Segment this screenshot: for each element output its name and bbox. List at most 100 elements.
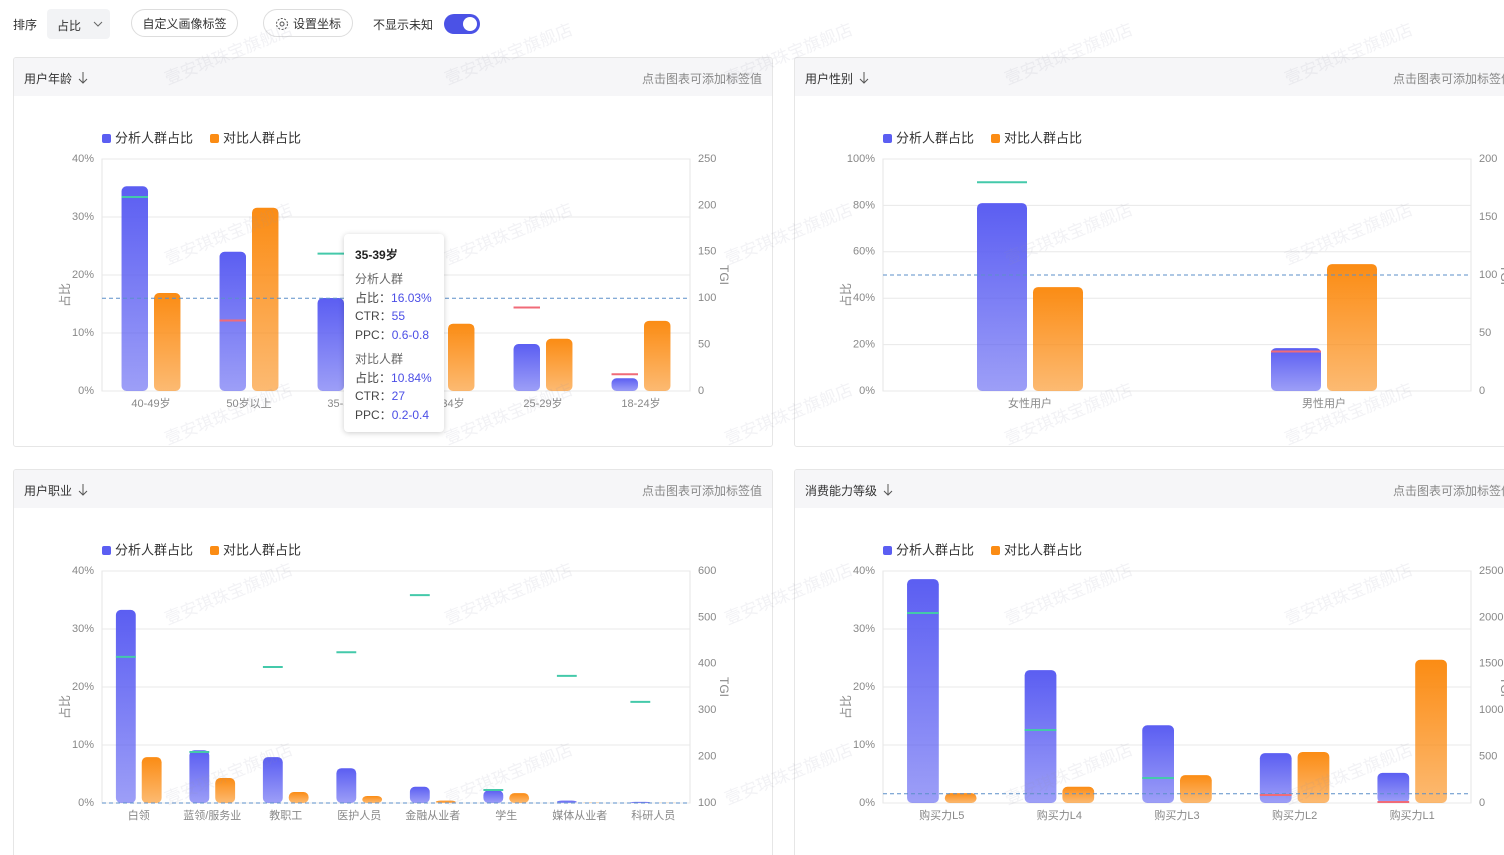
- legend-swatch: [991, 134, 1000, 143]
- legend-swatch: [210, 134, 219, 143]
- panel-title: 用户职业: [24, 484, 73, 498]
- tooltip-value: 0.2-0.4: [391, 407, 430, 422]
- y2-tick-label: 50: [1479, 327, 1491, 339]
- bar: [1415, 659, 1447, 803]
- y2-tick-label: 150: [698, 246, 716, 258]
- bar: [509, 793, 530, 803]
- y2-tick-label: 100: [698, 292, 716, 304]
- x-tick-label: 科研人员: [631, 808, 675, 822]
- bar: [409, 786, 430, 803]
- gear-icon: [276, 18, 288, 30]
- sort-select[interactable]: 占比: [47, 9, 110, 39]
- bar: [317, 298, 344, 391]
- bar: [1297, 751, 1330, 803]
- y2-tick-label: 2500: [1479, 565, 1503, 577]
- x-tick-label: 金融从业者: [405, 808, 460, 822]
- sort-arrow[interactable]: [78, 484, 88, 496]
- tooltip-row: PPC：0.2-0.4: [355, 406, 444, 425]
- bar: [611, 378, 638, 391]
- bar: [448, 323, 475, 391]
- y-tick-label: 0%: [78, 385, 94, 397]
- y-tick-label: 10%: [72, 327, 94, 339]
- bar: [1259, 753, 1292, 803]
- x-tick-label: 媒体从业者: [552, 808, 607, 822]
- y2-tick-label: 500: [698, 611, 716, 623]
- bar: [435, 800, 456, 803]
- tooltip-key: CTR：: [355, 389, 392, 403]
- bar: [1327, 264, 1377, 391]
- tooltip-value: 27: [391, 389, 406, 403]
- tooltip-key: PPC：: [355, 407, 392, 422]
- bar: [154, 292, 181, 391]
- y2-tick-label: 100: [1479, 269, 1497, 281]
- y2-tick-label: 1000: [1479, 704, 1503, 716]
- legend-swatch: [210, 546, 219, 555]
- axis-button-label: 设置坐标: [292, 17, 341, 31]
- y2-axis-label: TGI: [717, 265, 731, 285]
- panel-title: 用户年龄: [24, 72, 73, 86]
- y-axis-label: 占比: [57, 695, 72, 719]
- panel-hint[interactable]: 点击图表可添加标签值: [641, 72, 762, 86]
- y2-tick-label: 0: [1479, 385, 1485, 397]
- tooltip-row: CTR：55: [355, 307, 444, 326]
- legend-label: 分析人群占比: [115, 542, 193, 557]
- y-tick-label: 60%: [853, 246, 875, 258]
- y2-tick-label: 200: [1479, 153, 1497, 165]
- bar: [644, 320, 671, 391]
- bar: [907, 579, 939, 803]
- x-tick-label: 购买力L3: [1154, 808, 1199, 822]
- tooltip-value: 0.6-0.8: [391, 327, 430, 342]
- sort-arrow[interactable]: [883, 484, 893, 496]
- y-axis-label: 占比: [838, 695, 853, 719]
- legend-label: 对比人群占比: [223, 130, 301, 145]
- bar: [630, 801, 651, 803]
- panel-title: 用户性别: [805, 72, 854, 86]
- y2-tick-label: 200: [698, 199, 716, 211]
- x-tick-label: 女性用户: [1008, 396, 1052, 410]
- tooltip-row: CTR：27: [355, 387, 444, 406]
- toggle[interactable]: [444, 14, 480, 34]
- tooltip-value: 16.03%: [391, 290, 432, 305]
- bar: [189, 750, 210, 803]
- y-tick-label: 40%: [853, 292, 875, 304]
- legend-label: 分析人群占比: [896, 130, 974, 145]
- y-tick-label: 30%: [72, 211, 94, 223]
- legend-label: 分析人群占比: [115, 130, 193, 145]
- y2-tick-label: 50: [698, 339, 710, 351]
- tooltip: 35-39岁 分析人群 占比：16.03% CTR：55 PPC：0.6-0.8 对比人群…: [344, 234, 444, 432]
- bar: [288, 791, 309, 803]
- y2-tick-label: 100: [698, 797, 716, 809]
- toggle-label: 不显示未知: [373, 18, 434, 32]
- x-tick-label: 购买力L4: [1037, 808, 1082, 822]
- tooltip-key: CTR：: [355, 309, 392, 323]
- y-axis-label: 占比: [57, 283, 72, 307]
- sort-arrow[interactable]: [859, 72, 869, 84]
- bar: [1180, 775, 1212, 803]
- y-tick-label: 20%: [853, 681, 875, 693]
- x-tick-label: 40-49岁: [131, 396, 170, 410]
- x-tick-label: 50岁以上: [226, 396, 271, 410]
- y-tick-label: 80%: [853, 199, 875, 211]
- panel-hint[interactable]: 点击图表可添加标签值: [1392, 72, 1504, 86]
- axis-button[interactable]: 设置坐标: [263, 9, 353, 37]
- bar: [556, 800, 577, 803]
- y2-axis-label: TGI: [1498, 677, 1504, 697]
- bar: [1033, 287, 1083, 391]
- y2-tick-label: 0: [1479, 797, 1485, 809]
- tooltip-value: 10.84%: [391, 370, 432, 385]
- y-tick-label: 40%: [853, 565, 875, 577]
- bar: [141, 757, 162, 803]
- y-tick-label: 100%: [847, 153, 875, 165]
- panel-hint[interactable]: 点击图表可添加标签值: [1392, 484, 1504, 498]
- custom-button[interactable]: 自定义画像标签: [131, 9, 238, 37]
- bar: [944, 793, 977, 803]
- sort-arrow[interactable]: [78, 72, 88, 84]
- legend-label: 对比人群占比: [1004, 130, 1082, 145]
- x-tick-label: 学生: [495, 808, 517, 822]
- y-tick-label: 0%: [78, 797, 94, 809]
- y-tick-label: 0%: [859, 797, 875, 809]
- x-tick-label: 购买力L1: [1390, 808, 1435, 822]
- panel-hint[interactable]: 点击图表可添加标签值: [641, 484, 762, 498]
- tooltip-row: PPC：0.6-0.8: [355, 326, 444, 345]
